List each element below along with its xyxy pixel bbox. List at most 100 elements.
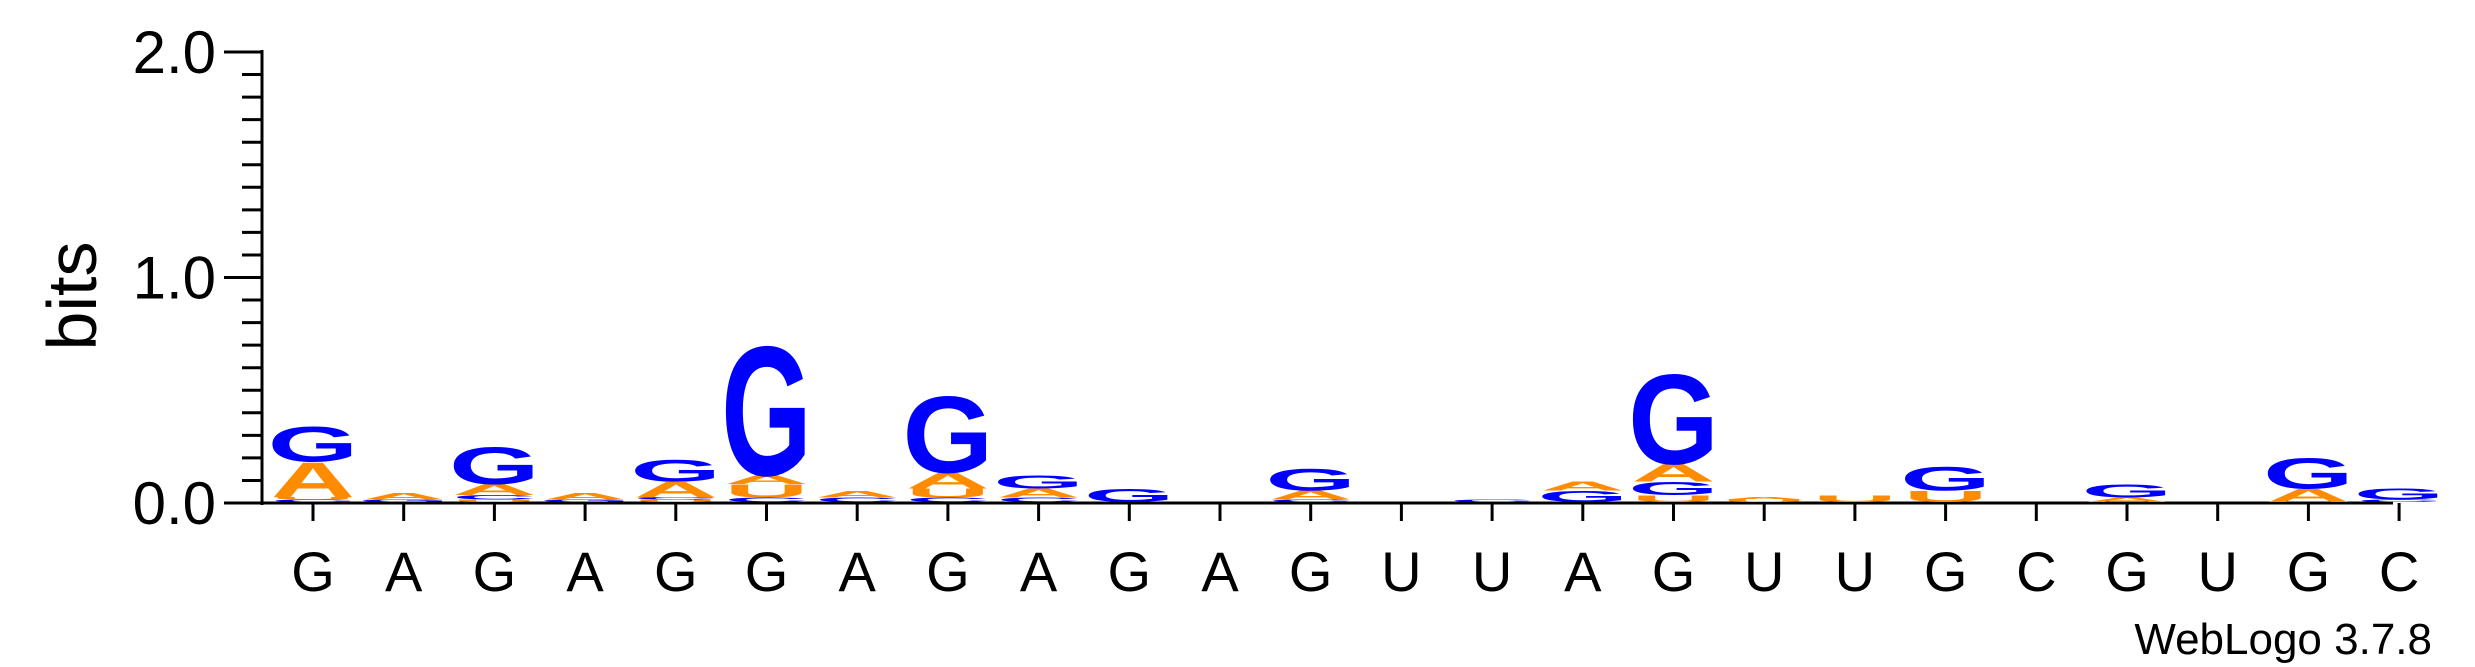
logo-letter: C xyxy=(815,496,899,503)
logo-letter: G xyxy=(540,499,631,502)
logo-letter-glyph: A xyxy=(724,473,808,487)
logo-letter: C xyxy=(724,496,808,503)
logo-letter: A xyxy=(996,486,1080,500)
logo-letter: U xyxy=(1722,499,1806,502)
logo-letter-glyph: U xyxy=(1631,493,1715,504)
x-tick-label: U xyxy=(1472,540,1512,603)
logo-letter-glyph: U xyxy=(1722,499,1806,502)
logo-letter-glyph: C xyxy=(452,494,536,501)
logo-letter-glyph: C xyxy=(815,496,899,503)
logo-letter-glyph: G xyxy=(268,417,359,473)
logo-letter-glyph: A xyxy=(906,469,990,494)
x-tick-label: G xyxy=(926,540,970,603)
logo-letter-glyph: G xyxy=(1628,347,1719,490)
logo-letter-glyph: U xyxy=(1813,493,1897,504)
x-tick-label: G xyxy=(473,540,517,603)
logo-letter: A xyxy=(1631,459,1715,487)
logo-letter: G xyxy=(993,471,1084,492)
logo-letter: G xyxy=(1084,485,1175,506)
logo-letter: A xyxy=(1541,479,1625,493)
logo-letter: C xyxy=(1269,499,1353,502)
logo-letter: G xyxy=(2082,480,2173,501)
logo-letter: A xyxy=(1722,497,1806,500)
logo-letter: U xyxy=(271,497,355,500)
logo-letter-glyph: C xyxy=(724,496,808,503)
logo-letter-glyph: C xyxy=(1450,499,1534,502)
logo-letter-glyph: G xyxy=(1900,460,1991,498)
logo-letter: G xyxy=(2263,449,2354,498)
logo-letter-glyph: A xyxy=(634,478,718,503)
x-tick-label: G xyxy=(291,540,335,603)
logo-letter: A xyxy=(815,489,899,500)
x-tick-label: G xyxy=(1108,540,1152,603)
logo-letter: A xyxy=(452,481,536,498)
logo-letter: G xyxy=(358,499,449,502)
logo-letter: U xyxy=(1813,493,1897,504)
weblogo-watermark: WebLogo 3.7.8 xyxy=(2134,615,2432,664)
logo-letter: G xyxy=(1628,347,1719,490)
x-tick-label: U xyxy=(1381,540,1421,603)
x-tick-label: G xyxy=(654,540,698,603)
logo-letter: C xyxy=(2357,499,2441,502)
logo-letter: U xyxy=(1903,488,1987,505)
x-tick-label: U xyxy=(2197,540,2237,603)
logo-letter: A xyxy=(1269,488,1353,502)
logo-letter-glyph: A xyxy=(1722,497,1806,500)
logo-letter-glyph: A xyxy=(815,489,899,500)
logo-letter: A xyxy=(271,453,355,509)
logo-letter: A xyxy=(724,473,808,487)
logo-letter-glyph: C xyxy=(996,496,1080,503)
x-tick-label: G xyxy=(1924,540,1968,603)
logo-letter-glyph: U xyxy=(906,486,990,500)
x-tick-label: G xyxy=(2105,540,2149,603)
logo-letter-glyph: A xyxy=(452,481,536,498)
x-tick-label: A xyxy=(1564,540,1602,603)
logo-letter: C xyxy=(452,494,536,501)
logo-letter-glyph: G xyxy=(358,499,449,502)
logo-letter: G xyxy=(630,454,721,489)
logo-letter: C xyxy=(906,496,990,503)
logo-letter-glyph: A xyxy=(996,486,1080,500)
logo-letter-glyph: G xyxy=(2354,486,2445,503)
logo-letter-glyph: U xyxy=(634,499,718,502)
logo-letter: G xyxy=(721,308,812,515)
logo-letter-glyph: U xyxy=(271,497,355,500)
x-tick-label: A xyxy=(566,540,604,603)
logo-letter-glyph: G xyxy=(2082,480,2173,501)
logo-letter: A xyxy=(634,478,718,503)
x-tick-label: C xyxy=(2379,540,2419,603)
logo-letter-glyph: A xyxy=(1541,479,1625,493)
logo-letter-glyph: G xyxy=(1537,488,1628,505)
logo-letter-glyph: G xyxy=(449,436,540,495)
logo-letter-glyph: A xyxy=(2085,496,2169,503)
y-tick-label: 1.0 xyxy=(133,245,216,312)
logo-letter: G xyxy=(1628,478,1719,499)
y-tick-label: 2.0 xyxy=(133,19,216,86)
logo-letter: G xyxy=(268,417,359,473)
logo-letter-glyph: C xyxy=(2357,499,2441,502)
logo-letter-glyph: A xyxy=(2266,485,2350,506)
logo-letter: G xyxy=(449,436,540,495)
x-tick-label: A xyxy=(839,540,877,603)
logo-letter-glyph: G xyxy=(1265,463,1356,498)
logo-letter-glyph: A xyxy=(271,453,355,509)
logo-letter: C xyxy=(271,499,355,502)
logo-letter: A xyxy=(906,469,990,494)
logo-letter: C xyxy=(634,497,718,500)
x-tick-label: U xyxy=(1744,540,1784,603)
logo-letter-glyph: G xyxy=(903,374,994,496)
logo-letter-glyph: U xyxy=(452,499,536,502)
x-tick-label: U xyxy=(1835,540,1875,603)
logo-letter: U xyxy=(724,480,808,501)
logo-letter-glyph: G xyxy=(2263,449,2354,498)
logo-letter: C xyxy=(996,496,1080,503)
logo-letter-glyph: G xyxy=(721,308,812,515)
logo-letter: G xyxy=(1537,488,1628,505)
x-tick-label: G xyxy=(745,540,789,603)
x-tick-label: A xyxy=(385,540,423,603)
logo-letter: U xyxy=(1631,493,1715,504)
x-tick-label: C xyxy=(2016,540,2056,603)
x-tick-label: A xyxy=(1020,540,1058,603)
logo-letter-glyph: C xyxy=(271,499,355,502)
